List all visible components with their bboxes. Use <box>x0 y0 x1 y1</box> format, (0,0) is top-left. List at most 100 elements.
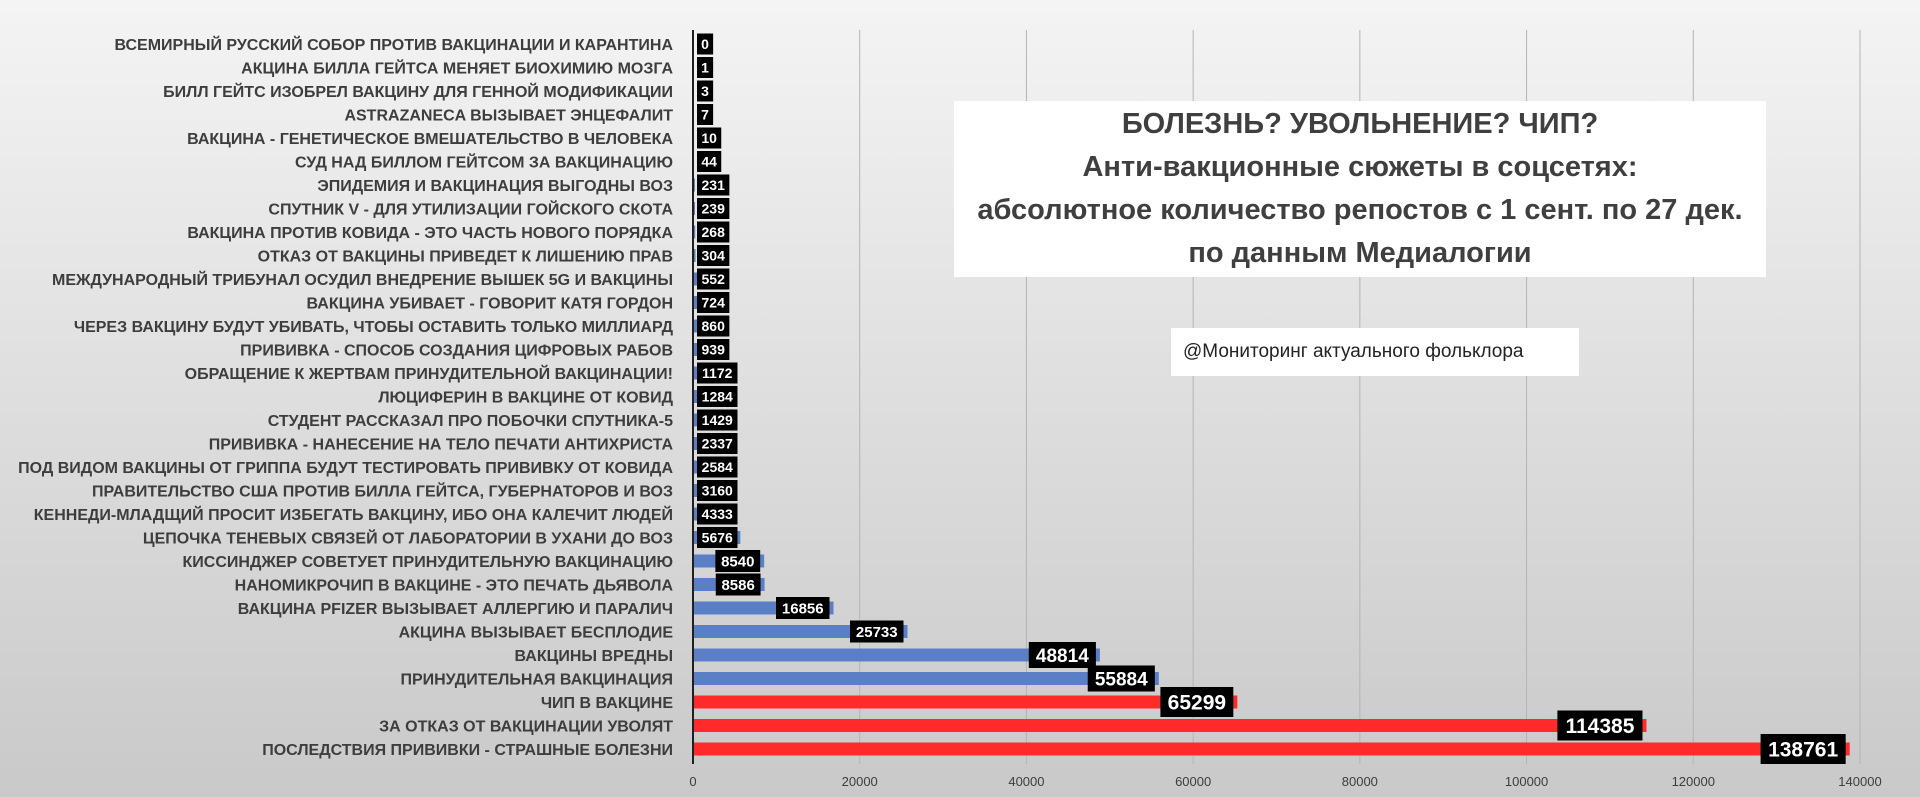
data-label-bg <box>697 456 738 478</box>
data-label-bg <box>697 339 730 360</box>
data-label: 552 <box>702 271 726 287</box>
chart-title-line-1: БОЛЕЗНЬ? УВОЛЬНЕНИЕ? ЧИП? <box>1121 108 1599 140</box>
data-label: 5676 <box>702 530 733 546</box>
data-label-bg <box>697 57 714 78</box>
data-label: 939 <box>702 342 726 358</box>
data-label: 16856 <box>782 600 824 617</box>
x-tick-label: 40000 <box>1008 774 1044 789</box>
chart-title-line-4: по данным Медиалогии <box>1188 237 1532 269</box>
category-label: ОБРАЩЕНИЕ К ЖЕРТВАМ ПРИНУДИТЕЛЬНОЙ ВАКЦИ… <box>185 364 673 383</box>
category-label: ЦЕПОЧКА ТЕНЕВЫХ СВЯЗЕЙ ОТ ЛАБОРАТОРИИ В … <box>143 529 673 548</box>
data-labels: 0 1 3 7 10 44 231 239 268 304 552 724 860 939 1172 1284… <box>697 33 1846 764</box>
data-label: 25733 <box>856 624 898 641</box>
x-axis: 0 20000 40000 60000 80000 100000 120000 140000 <box>689 30 1882 789</box>
data-label-bg <box>697 433 738 454</box>
data-label: 8540 <box>721 553 754 570</box>
category-label: АКЦИНА ВЫЗЫВАЕТ БЕСПЛОДИЕ <box>399 625 674 642</box>
bar <box>693 249 696 262</box>
data-label-bg <box>697 362 738 384</box>
category-label: МЕЖДУНАРОДНЫЙ ТРИБУНАЛ ОСУДИЛ ВНЕДРЕНИЕ … <box>52 270 673 289</box>
data-label-bg <box>697 409 738 431</box>
category-label: ПРИВИВКА - СПОСОБ СОЗДАНИЯ ЦИФРОВЫХ РАБО… <box>240 343 673 360</box>
data-label-bg <box>697 127 722 149</box>
data-label-bg <box>1160 687 1234 717</box>
data-label-bg <box>1028 642 1096 668</box>
bar <box>693 742 1850 756</box>
chart-title-box: БОЛЕЗНЬ? УВОЛЬНЕНИЕ? ЧИП? Анти-вакционны… <box>954 101 1766 277</box>
bar <box>693 648 1100 662</box>
data-label-bg <box>697 245 730 266</box>
data-label-bg <box>1760 734 1846 764</box>
data-label-bg <box>697 480 738 501</box>
data-label-bg <box>697 198 730 219</box>
x-tick-label: 120000 <box>1672 774 1715 789</box>
data-label-bg <box>697 268 730 290</box>
data-label: 268 <box>702 224 726 240</box>
x-tick-label: 140000 <box>1838 774 1881 789</box>
category-label: ПРАВИТЕЛЬСТВО США ПРОТИВ БИЛЛА ГЕЙТСА, Г… <box>92 482 673 501</box>
bar <box>693 296 700 309</box>
data-label: 724 <box>702 295 726 311</box>
x-tick-label: 20000 <box>842 774 878 789</box>
data-label: 860 <box>702 318 726 334</box>
category-label: АКЦИНА БИЛЛА ГЕЙТСА МЕНЯЕТ БИОХИМИЮ МОЗГ… <box>241 59 673 78</box>
data-label: 1 <box>701 60 709 76</box>
chart-title-line-3: абсолютное количество репостов с 1 сент.… <box>977 194 1743 226</box>
category-label: ВАКЦИНА УБИВАЕТ - ГОВОРИТ КАТЯ ГОРДОН <box>307 296 673 313</box>
data-label-bg <box>1557 710 1643 741</box>
category-label: КИССИНДЖЕР СОВЕТУЕТ ПРИНУДИТЕЛЬНУЮ ВАКЦИ… <box>183 554 673 571</box>
data-label: 1172 <box>702 365 733 381</box>
data-label: 1284 <box>702 389 733 405</box>
bar <box>693 225 696 239</box>
data-label: 65299 <box>1168 692 1226 715</box>
category-label: ЛЮЦИФЕРИН В ВАКЦИНЕ ОТ КОВИД <box>378 390 673 407</box>
x-tick-label: 60000 <box>1175 774 1211 789</box>
data-label: 44 <box>701 154 717 170</box>
data-label: 114385 <box>1565 715 1634 738</box>
credit-annotation: @Мониторинг актуального фольклора <box>1183 341 1524 362</box>
data-label-bg <box>697 104 714 125</box>
category-label: СТУДЕНТ РАССКАЗАЛ ПРО ПОБОЧКИ СПУТНИКА-5 <box>268 413 673 430</box>
category-label: КЕННЕДИ-МЛАДЩИЙ ПРОСИТ ИЗБЕГАТЬ ВАКЦИНУ,… <box>34 505 673 524</box>
category-label: СПУТНИК V - ДЛЯ УТИЛИЗАЦИИ ГОЙСКОГО СКОТ… <box>268 200 673 219</box>
data-label-bg <box>697 221 730 243</box>
data-label-bg <box>697 386 738 407</box>
data-label: 4333 <box>702 506 733 522</box>
category-label: ЗА ОТКАЗ ОТ ВАКЦИНАЦИИ УВОЛЯТ <box>379 719 673 736</box>
data-label: 8586 <box>721 577 754 594</box>
data-label: 239 <box>702 201 726 217</box>
category-label: ВАКЦИНА ПРОТИВ КОВИДА - ЭТО ЧАСТЬ НОВОГО… <box>187 225 673 242</box>
data-label: 48814 <box>1036 646 1089 667</box>
data-label-bg <box>776 597 830 619</box>
category-label: ПРИНУДИТЕЛЬНАЯ ВАКЦИНАЦИЯ <box>400 672 673 689</box>
data-label: 2584 <box>702 459 733 475</box>
data-label-bg <box>715 550 761 572</box>
data-label: 138761 <box>1768 739 1838 762</box>
data-label-bg <box>697 315 730 337</box>
data-label: 2337 <box>702 436 733 452</box>
category-labels: ВСЕМИРНЫЙ РУССКИЙ СОБОР ПРОТИВ ВАКЦИНАЦИ… <box>18 35 673 759</box>
credit-annotation-box: @Мониторинг актуального фольклора <box>1171 328 1579 376</box>
category-label: ВАКЦИНА PFIZER ВЫЗЫВАЕТ АЛЛЕРГИЮ И ПАРАЛ… <box>238 601 673 618</box>
bar <box>693 719 1647 732</box>
data-label: 3160 <box>702 483 733 499</box>
data-label-bg <box>1087 665 1155 692</box>
data-label-bg <box>697 503 738 525</box>
category-label: БИЛЛ ГЕЙТС ИЗОБРЕЛ ВАКЦИНУ ДЛЯ ГЕННОЙ МО… <box>163 82 673 101</box>
data-label-bg <box>697 151 722 172</box>
category-label: ЧЕРЕЗ ВАКЦИНУ БУДУТ УБИВАТЬ, ЧТОБЫ ОСТАВ… <box>74 319 674 336</box>
data-label-bg <box>697 33 714 55</box>
category-label: ПОСЛЕДСТВИЯ ПРИВИВКИ - СТРАШНЫЕ БОЛЕЗНИ <box>262 742 673 759</box>
data-label: 3 <box>701 83 709 99</box>
data-label-bg <box>850 620 904 643</box>
category-label: ВСЕМИРНЫЙ РУССКИЙ СОБОР ПРОТИВ ВАКЦИНАЦИ… <box>115 35 674 54</box>
data-label: 0 <box>701 36 709 52</box>
data-label-bg <box>697 174 730 196</box>
x-tick-label: 0 <box>689 774 696 789</box>
data-label: 304 <box>702 248 726 264</box>
data-label-bg <box>715 573 761 596</box>
bar <box>693 272 698 286</box>
category-label: СУД НАД БИЛЛОМ ГЕЙТСОМ ЗА ВАКЦИНАЦИЮ <box>295 153 673 172</box>
data-label: 1429 <box>702 412 733 428</box>
